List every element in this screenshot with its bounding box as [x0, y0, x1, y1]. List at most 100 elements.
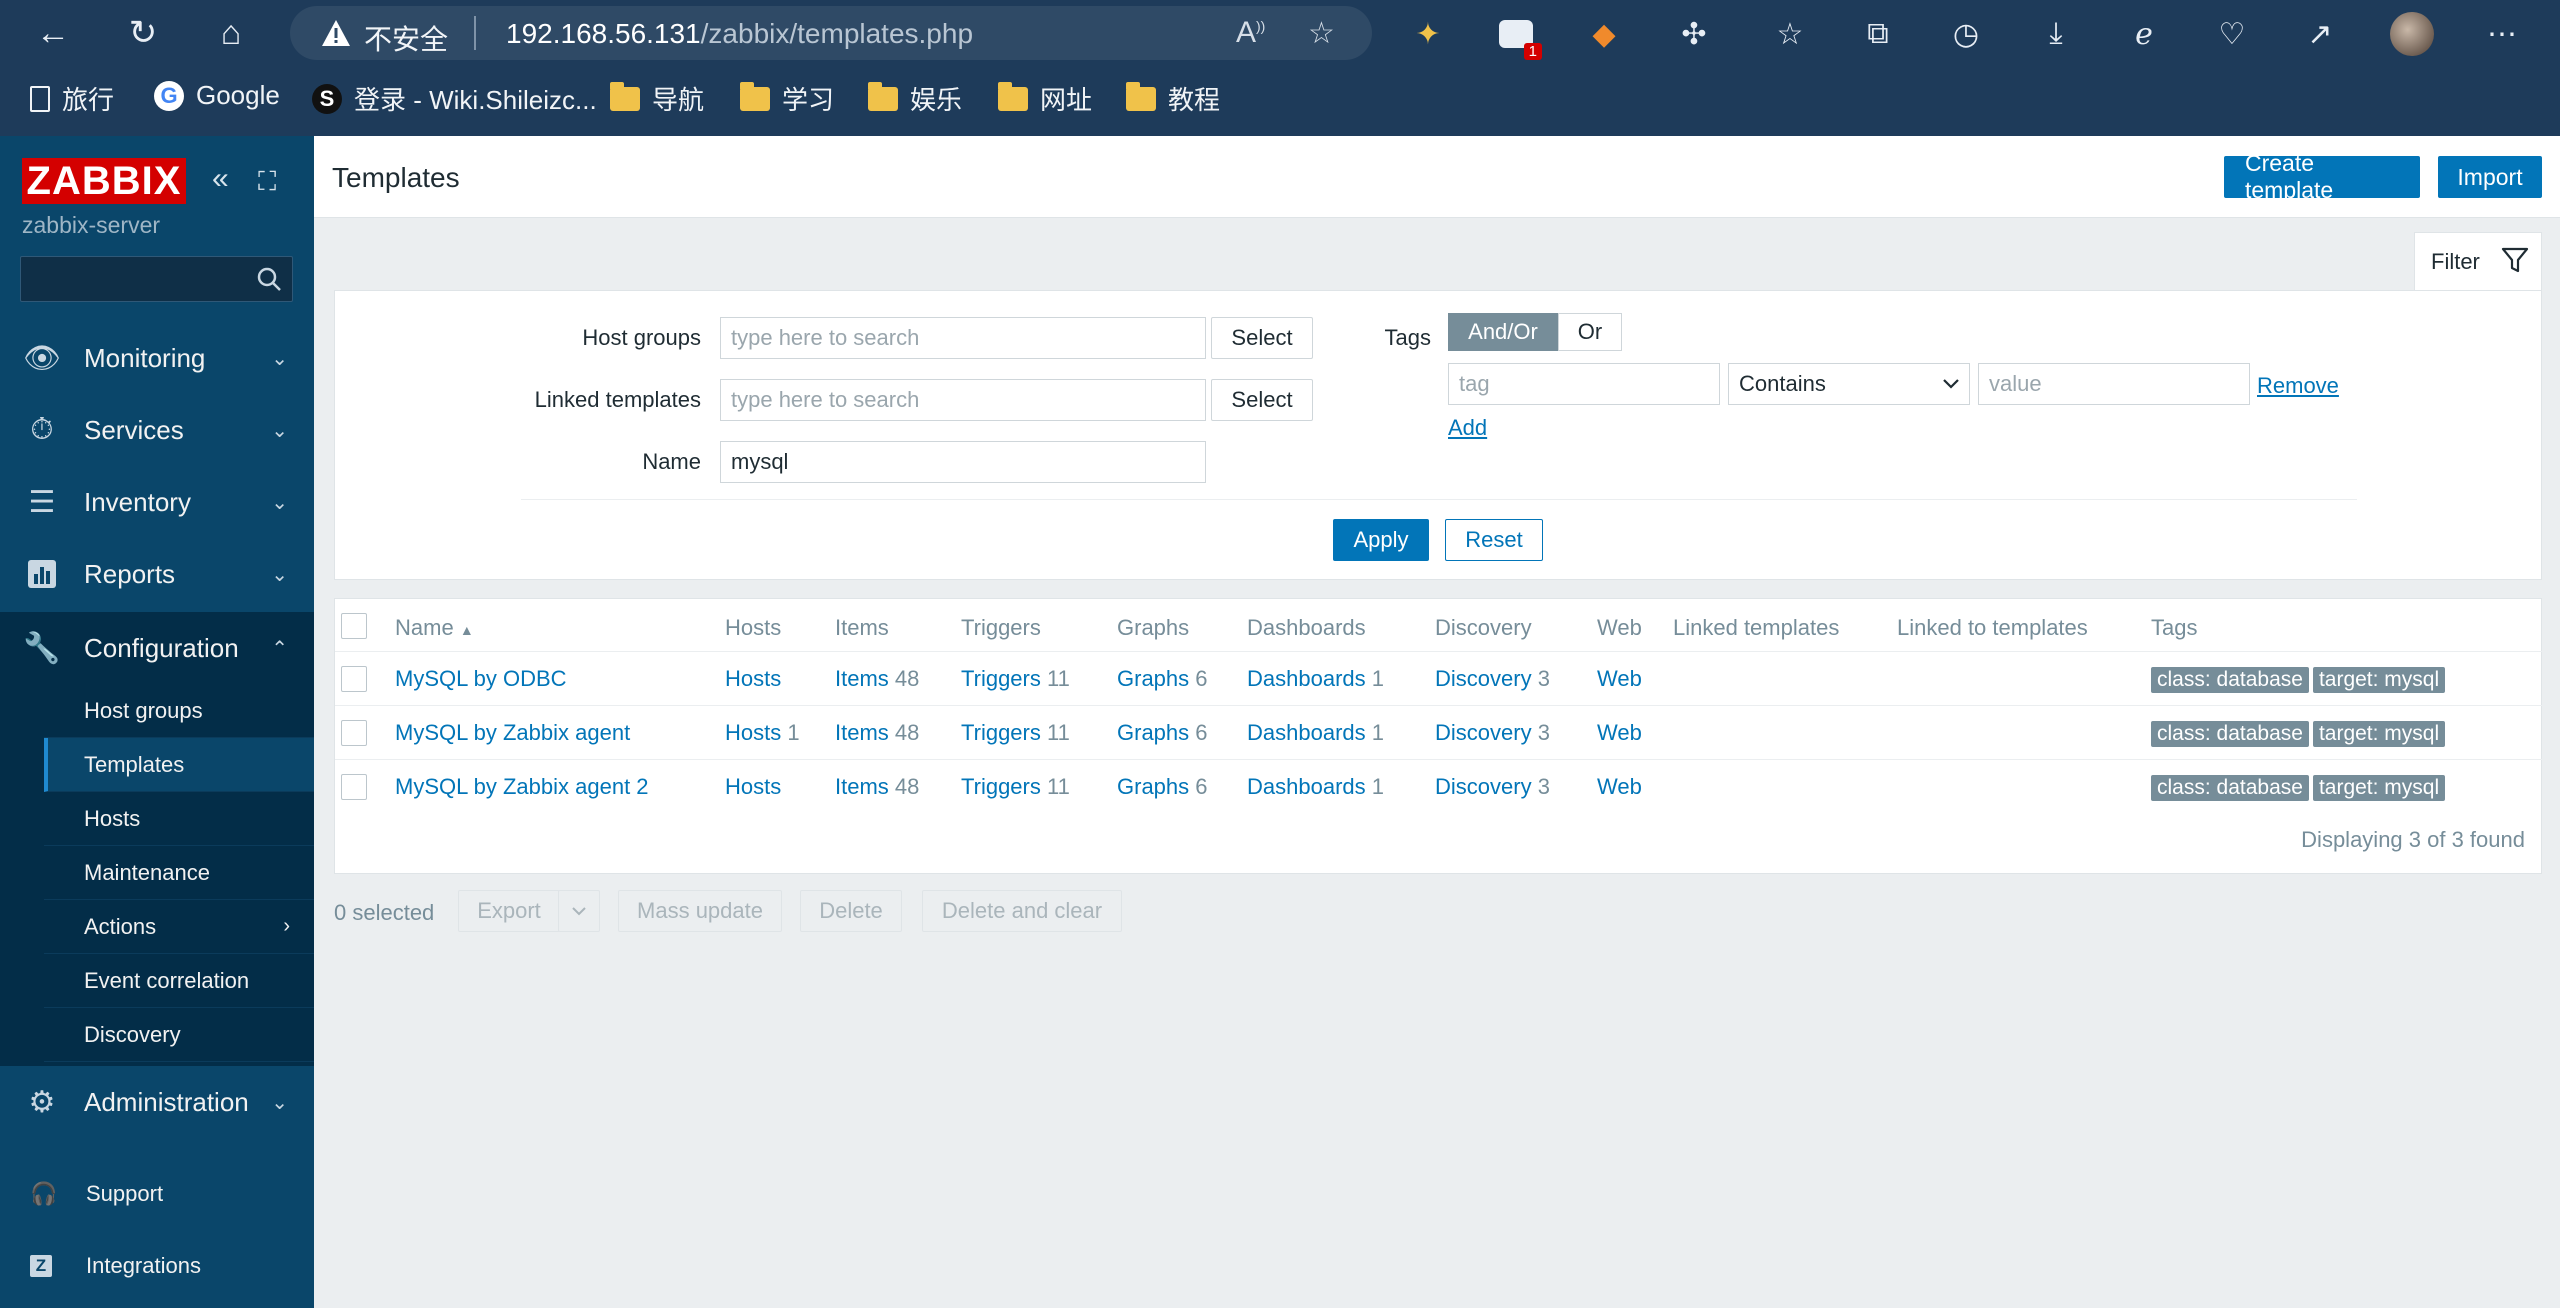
web-link[interactable]: Web — [1597, 666, 1642, 691]
delete-and-clear-button[interactable]: Delete and clear — [922, 890, 1122, 932]
url-text[interactable]: 192.168.56.131/zabbix/templates.php — [506, 18, 973, 50]
bookmark-google[interactable]: G Google — [154, 80, 280, 111]
share-icon[interactable]: ↗ — [2307, 17, 2333, 51]
security-label[interactable]: 不安全 — [364, 24, 449, 55]
dashboards-link[interactable]: Dashboards — [1247, 666, 1366, 691]
hosts-link[interactable]: Hosts — [725, 720, 782, 745]
kiosk-mode-icon[interactable]: ⛶ — [258, 166, 277, 196]
delete-button[interactable]: Delete — [800, 890, 902, 932]
submenu-actions[interactable]: Actions › — [44, 900, 314, 954]
tag-badge[interactable]: class: database — [2151, 775, 2309, 801]
history-icon[interactable]: ◷ — [1952, 17, 1980, 51]
import-button[interactable]: Import — [2438, 156, 2542, 198]
bookmark-folder-tutorial[interactable]: 教程 — [1126, 80, 1220, 117]
graphs-link[interactable]: Graphs — [1117, 666, 1190, 691]
web-link[interactable]: Web — [1597, 774, 1642, 799]
submenu-maintenance[interactable]: Maintenance — [44, 846, 314, 900]
zabbix-logo[interactable]: ZABBIX — [22, 158, 186, 204]
menu-reports[interactable]: Reports ⌄ — [0, 538, 314, 610]
search-icon[interactable] — [256, 266, 282, 292]
favorites-icon[interactable]: ☆ — [1776, 17, 1804, 51]
bookmark-wiki[interactable]: S 登录 - Wiki.Shileizc... — [312, 80, 597, 117]
reload-icon[interactable]: ↻ — [128, 14, 158, 52]
submenu-discovery[interactable]: Discovery — [44, 1008, 314, 1062]
bookmark-travel[interactable]: 旅行 — [30, 80, 114, 117]
tag-badge[interactable]: target: mysql — [2312, 667, 2446, 693]
metamask-fox-icon[interactable]: ◆ — [1592, 17, 1616, 51]
menu-inventory[interactable]: ☰ Inventory ⌄ — [0, 466, 314, 538]
read-aloud-icon[interactable]: A)) — [1236, 16, 1266, 49]
filter-tab[interactable]: Filter — [2414, 232, 2542, 290]
export-dropdown-button[interactable] — [558, 890, 600, 932]
reset-button[interactable]: Reset — [1445, 519, 1543, 561]
more-menu-icon[interactable]: ⋯ — [2487, 17, 2517, 51]
tag-badge[interactable]: target: mysql — [2312, 721, 2446, 747]
tag-badge[interactable]: class: database — [2151, 721, 2309, 747]
extensions-puzzle-icon[interactable]: ✣ — [1681, 17, 1707, 51]
submenu-hosts[interactable]: Hosts — [44, 792, 314, 846]
footer-integrations[interactable]: Z Integrations — [0, 1236, 314, 1296]
tags-or-toggle[interactable]: Or — [1558, 313, 1622, 351]
menu-administration[interactable]: ⚙ Administration ⌄ — [0, 1066, 314, 1138]
discovery-link[interactable]: Discovery — [1435, 666, 1532, 691]
performance-icon[interactable]: ♡ — [2218, 17, 2246, 51]
items-link[interactable]: Items — [835, 720, 889, 745]
discovery-link[interactable]: Discovery — [1435, 720, 1532, 745]
back-arrow-icon[interactable]: ← — [36, 13, 70, 52]
graphs-link[interactable]: Graphs — [1117, 720, 1190, 745]
tag-name-input[interactable]: tag — [1448, 363, 1720, 405]
submenu-templates[interactable]: Templates — [44, 738, 314, 792]
submenu-event-correlation[interactable]: Event correlation — [44, 954, 314, 1008]
collapse-sidebar-icon[interactable]: « — [212, 162, 229, 195]
tag-remove-link[interactable]: Remove — [2257, 373, 2339, 398]
row-checkbox[interactable] — [341, 774, 367, 800]
items-link[interactable]: Items — [835, 666, 889, 691]
items-link[interactable]: Items — [835, 774, 889, 799]
dashboards-link[interactable]: Dashboards — [1247, 774, 1366, 799]
collections-icon[interactable]: ⧉ — [1867, 17, 1889, 50]
create-template-button[interactable]: Create template — [2224, 150, 2420, 203]
menu-configuration[interactable]: 🔧 Configuration ⌃ — [0, 612, 314, 684]
downloads-icon[interactable]: ⤓ — [2049, 17, 2063, 50]
export-button[interactable]: Export — [458, 890, 560, 932]
host-groups-select-button[interactable]: Select — [1211, 317, 1313, 359]
apply-button[interactable]: Apply — [1333, 519, 1429, 561]
linked-templates-select-button[interactable]: Select — [1211, 379, 1313, 421]
tag-add-link[interactable]: Add — [1448, 415, 1488, 440]
discovery-link[interactable]: Discovery — [1435, 774, 1532, 799]
template-name-link[interactable]: MySQL by Zabbix agent — [395, 720, 631, 745]
web-link[interactable]: Web — [1597, 720, 1642, 745]
menu-services[interactable]: ⏱ Services ⌄ — [0, 394, 314, 466]
name-input[interactable]: mysql — [720, 441, 1206, 483]
hosts-link[interactable]: Hosts — [725, 666, 782, 691]
address-bar[interactable]: 不安全 192.168.56.131/zabbix/templates.php … — [290, 6, 1372, 60]
home-icon[interactable]: ⌂ — [220, 13, 242, 52]
menu-monitoring[interactable]: 👁 Monitoring ⌄ — [0, 322, 314, 394]
tag-operator-select[interactable]: Contains — [1728, 363, 1970, 405]
triggers-link[interactable]: Triggers — [961, 720, 1041, 745]
row-checkbox[interactable] — [341, 720, 367, 746]
bookmark-folder-nav[interactable]: 导航 — [610, 80, 704, 117]
graphs-link[interactable]: Graphs — [1117, 774, 1190, 799]
add-favorite-icon[interactable]: ☆ — [1308, 17, 1335, 50]
bookmark-folder-study[interactable]: 学习 — [740, 80, 834, 117]
submenu-host-groups[interactable]: Host groups — [44, 684, 314, 738]
tag-badge[interactable]: target: mysql — [2312, 775, 2446, 801]
tags-andor-toggle[interactable]: And/Or — [1448, 313, 1558, 351]
footer-support[interactable]: 🎧 Support — [0, 1164, 314, 1224]
column-header-name[interactable]: Name ▲ — [395, 615, 474, 641]
ie-mode-icon[interactable]: ℯ — [2135, 17, 2153, 51]
host-groups-input[interactable]: type here to search — [720, 317, 1206, 359]
hosts-link[interactable]: Hosts — [725, 774, 782, 799]
triggers-link[interactable]: Triggers — [961, 666, 1041, 691]
dashboards-link[interactable]: Dashboards — [1247, 720, 1366, 745]
tag-badge[interactable]: class: database — [2151, 667, 2309, 693]
extension-mask-icon[interactable]: 1 — [1494, 12, 1542, 60]
tag-value-input[interactable]: value — [1978, 363, 2250, 405]
linked-templates-input[interactable]: type here to search — [720, 379, 1206, 421]
mass-update-button[interactable]: Mass update — [618, 890, 782, 932]
template-name-link[interactable]: MySQL by Zabbix agent 2 — [395, 774, 649, 799]
sidebar-search-input[interactable] — [20, 256, 293, 302]
template-name-link[interactable]: MySQL by ODBC — [395, 666, 567, 691]
select-all-checkbox[interactable] — [341, 613, 367, 639]
